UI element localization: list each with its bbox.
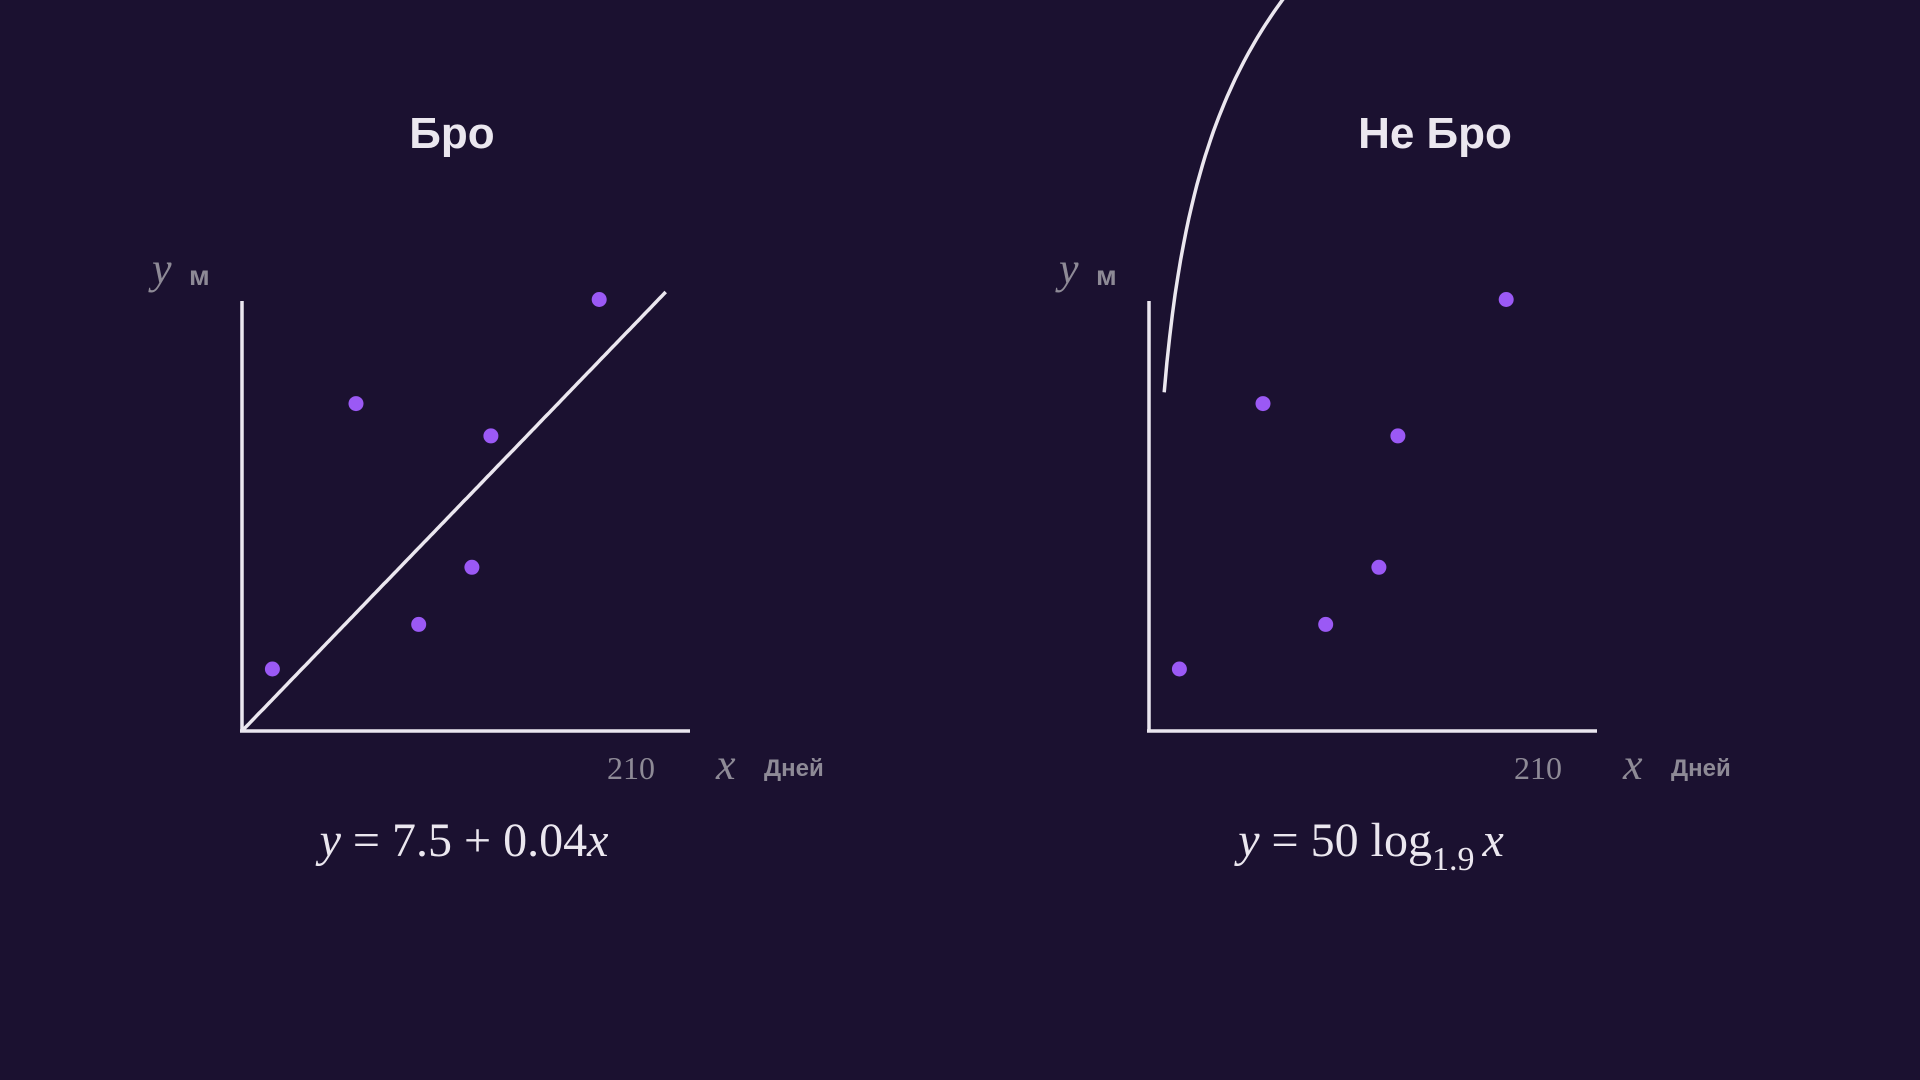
chart-left-x-tick-210: 210 bbox=[607, 750, 655, 786]
formula-left-y: y bbox=[315, 814, 342, 867]
chart-left-point-2 bbox=[348, 396, 364, 412]
chart-left: Бро y м 210 x Дней y = 7.5 + 0.04x bbox=[148, 109, 824, 867]
chart-right-point-2 bbox=[1255, 396, 1271, 412]
chart-left-x-axis-label: x bbox=[715, 740, 736, 789]
formula-right-x: x bbox=[1481, 814, 1503, 867]
chart-left-x-unit: Дней bbox=[764, 755, 824, 782]
formula-right-y: y bbox=[1233, 814, 1260, 867]
chart-right-point-4 bbox=[1371, 559, 1387, 575]
formula-right-subscript: 1.9 bbox=[1432, 841, 1475, 878]
chart-left-fit-line bbox=[240, 290, 667, 733]
chart-left-formula: y = 7.5 + 0.04x bbox=[315, 814, 609, 867]
chart-right-y-axis-label: y bbox=[1055, 244, 1079, 293]
chart-left-point-1 bbox=[264, 661, 280, 677]
chart-left-y-unit: м bbox=[189, 260, 210, 291]
chart-right-point-1 bbox=[1171, 661, 1187, 677]
chart-left-title: Бро bbox=[409, 109, 494, 158]
chart-left-point-5 bbox=[483, 428, 499, 444]
chart-left-fit-layer bbox=[240, 290, 667, 733]
formula-left-rhs: = 7.5 + 0.04 bbox=[341, 814, 587, 867]
chart-right-point-6 bbox=[1498, 292, 1514, 307]
chart-left-point-6 bbox=[591, 292, 607, 307]
chart-right: Не Бро y м 210 x Дней y = 50 log1.9 x bbox=[1055, 0, 1731, 878]
chart-right-x-axis-label: x bbox=[1622, 740, 1643, 789]
chart-right-fit-layer bbox=[1162, 0, 1285, 393]
chart-right-x-unit: Дней bbox=[1671, 755, 1731, 782]
chart-left-point-3 bbox=[411, 616, 427, 632]
chart-right-formula: y = 50 log1.9 x bbox=[1233, 814, 1504, 878]
chart-right-fit-line bbox=[1162, 0, 1285, 393]
chart-right-point-3 bbox=[1318, 616, 1334, 632]
chart-right-points bbox=[1171, 292, 1514, 677]
chart-left-point-4 bbox=[464, 559, 480, 575]
chart-left-y-axis-label: y bbox=[148, 244, 172, 293]
chart-right-point-5 bbox=[1390, 428, 1406, 444]
chart-right-y-unit: м bbox=[1096, 260, 1117, 291]
chart-right-title: Не Бро bbox=[1358, 109, 1512, 158]
formula-left-x: x bbox=[586, 814, 608, 867]
chart-right-x-tick-210: 210 bbox=[1514, 750, 1562, 786]
chart-left-points bbox=[264, 292, 607, 677]
formula-right-rhs: = 50 log bbox=[1260, 814, 1432, 867]
